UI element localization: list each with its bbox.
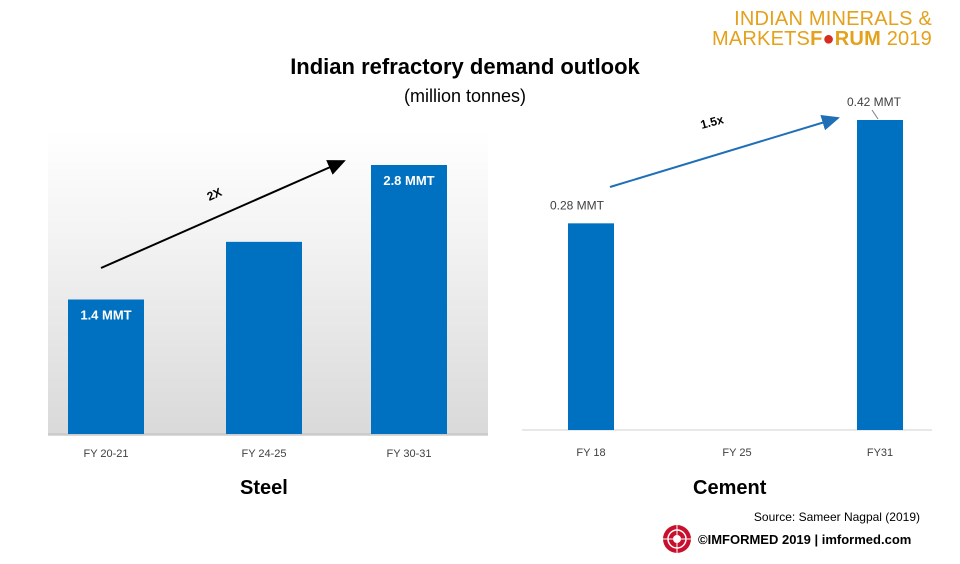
steel-growth-arrow <box>100 160 346 269</box>
cement-label-leader <box>871 109 879 120</box>
imformed-logo-icon <box>663 525 691 553</box>
steel-bar <box>371 165 447 434</box>
page-subtitle: (million tonnes) <box>403 86 527 106</box>
cement-data-label: 0.28 MMT <box>550 198 605 212</box>
cement-growth-arrow <box>609 114 840 188</box>
steel-data-label: 1.4 MMT <box>80 308 131 323</box>
brand-year: 2019 <box>880 28 932 50</box>
brand-forum-o-icon: ● <box>822 28 835 50</box>
cement-chart: FY 18 FY 25 FY31 0.28 MMT 0.42 MMT 1.5x <box>522 95 932 459</box>
steel-tick-label: FY 30-31 <box>386 448 431 460</box>
steel-chart: 1.4 MMT FY 20-21 FY 24-25 2.8 MMT FY 30-31 2X <box>48 160 488 460</box>
cement-bar <box>568 223 614 430</box>
steel-tick-label: FY 24-25 <box>241 448 286 460</box>
brand-line-2: MARKETSF●RUM 2019 <box>712 28 932 51</box>
steel-label: Steel <box>240 477 288 499</box>
footer-text: ©IMFORMED 2019 | imformed.com <box>698 532 912 547</box>
cement-data-label: 0.42 MMT <box>847 95 902 109</box>
cement-tick-label: FY 18 <box>576 447 605 459</box>
cement-annotation: 1.5x <box>699 112 725 132</box>
cement-tick-label: FY31 <box>867 447 893 459</box>
brand-forum-rum: RUM <box>834 28 881 50</box>
footer: ©IMFORMED 2019 | imformed.com <box>662 524 952 554</box>
brand-line-1: INDIAN MINERALS & <box>734 8 932 30</box>
steel-bar <box>68 299 144 434</box>
cement-bar <box>857 120 903 430</box>
brand-markets: MARKETS <box>711 28 811 50</box>
page-title: Indian refractory demand outlook <box>290 54 640 79</box>
steel-tick-label: FY 20-21 <box>83 448 128 460</box>
steel-data-label: 2.8 MMT <box>383 173 434 188</box>
source-note: Source: Sameer Nagpal (2019) <box>753 510 920 524</box>
steel-bar <box>226 241 302 434</box>
brand-forum-f: F <box>810 28 823 50</box>
steel-annotation: 2X <box>205 185 224 204</box>
cement-label: Cement <box>693 477 767 499</box>
cement-tick-label: FY 25 <box>722 447 751 459</box>
